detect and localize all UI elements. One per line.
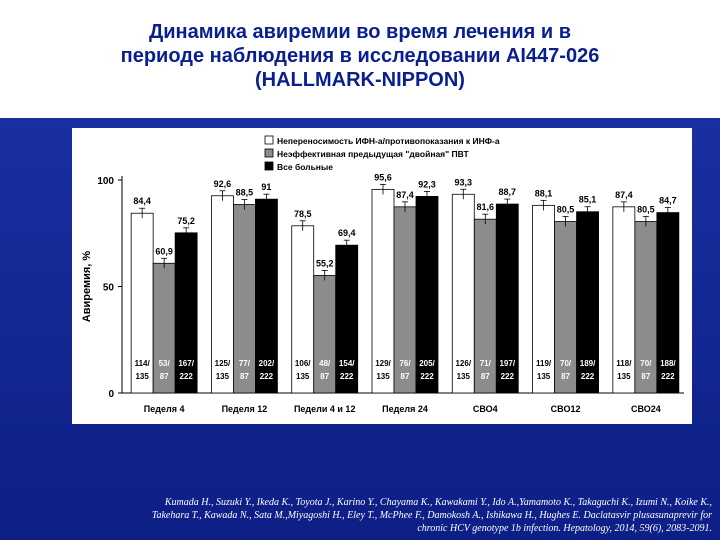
bar-count-denominator: 135 xyxy=(537,372,551,381)
bar-count-numerator: 188/ xyxy=(660,359,676,368)
y-tick-label: 50 xyxy=(103,283,115,294)
bar-count-numerator: 118/ xyxy=(616,359,632,368)
bar-count-denominator: 222 xyxy=(501,372,515,381)
bar-count-numerator: 205/ xyxy=(419,359,435,368)
bar-value-label: 88,7 xyxy=(499,187,517,197)
bar-count-numerator: 71/ xyxy=(480,359,492,368)
bar-value-label: 81,6 xyxy=(477,202,495,212)
bar-value-label: 84,7 xyxy=(659,196,677,206)
legend-swatch-1 xyxy=(264,135,274,145)
legend-label-3: Все больные xyxy=(277,162,333,172)
bar-value-label: 80,5 xyxy=(557,205,575,215)
title-line-3: (HALLMARK-NIPPON) xyxy=(255,69,465,91)
legend-swatch-3 xyxy=(264,161,274,171)
x-tick-label: Педели 4 и 12 xyxy=(294,404,356,414)
citation-line-2: Takehara T., Kawada N., Sata M.,Miyagosh… xyxy=(151,510,712,521)
bar-count-denominator: 222 xyxy=(661,372,675,381)
title-line-1: Динамика авиремии во время лечения и в xyxy=(148,21,571,43)
aviremia-bar-chart: Авиремия, % 0 50 100 84,4 114/135 60,9 53/87 75,… xyxy=(81,135,684,414)
bar-value-label: 78,5 xyxy=(294,209,312,219)
chart-panel: Авиремия, % 0 50 100 84,4 114/135 60,9 53/87 75,… xyxy=(72,128,692,424)
legend-swatch-2 xyxy=(264,148,274,158)
bar-3 xyxy=(174,232,198,394)
bar-count-numerator: 53/ xyxy=(159,359,171,368)
bar-count-denominator: 222 xyxy=(420,372,434,381)
x-tick-label: СВО24 xyxy=(631,404,661,414)
bar-count-denominator: 87 xyxy=(561,372,570,381)
bar-count-denominator: 87 xyxy=(401,372,410,381)
bar-count-numerator: 76/ xyxy=(399,359,411,368)
bar-value-label: 75,2 xyxy=(177,216,195,226)
bar-value-label: 60,9 xyxy=(155,246,173,256)
y-tick-label: 0 xyxy=(108,389,114,400)
citation: Kumada H., Suzuki Y., Ikeda K., Toyota J… xyxy=(18,496,712,535)
y-axis-label: Авиремия, % xyxy=(81,251,93,323)
bar-count-denominator: 87 xyxy=(240,372,249,381)
x-tick-label: Педеля 12 xyxy=(222,404,268,414)
bar-value-label: 87,4 xyxy=(396,190,414,200)
bar-count-numerator: 189/ xyxy=(580,359,596,368)
bar-count-numerator: 126/ xyxy=(455,359,471,368)
bar-count-numerator: 48/ xyxy=(319,359,331,368)
bar-value-label: 93,3 xyxy=(455,177,473,187)
bar-value-label: 87,4 xyxy=(615,190,633,200)
bar-count-denominator: 135 xyxy=(296,372,310,381)
bar-value-label: 92,6 xyxy=(214,179,232,189)
bar-count-numerator: 70/ xyxy=(640,359,652,368)
bar-count-denominator: 135 xyxy=(216,372,230,381)
bar-count-denominator: 135 xyxy=(457,372,471,381)
bar-count-numerator: 154/ xyxy=(339,359,355,368)
slide-title: Динамика авиремии во время лечения и в п… xyxy=(0,20,720,92)
bar-count-numerator: 70/ xyxy=(560,359,572,368)
bar-value-label: 92,3 xyxy=(418,179,436,189)
bar-value-label: 80,5 xyxy=(637,205,655,215)
bar-count-numerator: 77/ xyxy=(239,359,251,368)
bar-count-denominator: 135 xyxy=(617,372,631,381)
bar-count-denominator: 222 xyxy=(179,372,193,381)
bar-count-denominator: 87 xyxy=(481,372,490,381)
bar-value-label: 69,4 xyxy=(338,228,356,238)
bar-value-label: 88,1 xyxy=(535,188,553,198)
x-tick-label: Педеля 24 xyxy=(382,404,428,414)
bar-count-numerator: 114/ xyxy=(135,359,151,368)
citation-line-3: chronic HCV genotype 1b infection. Hepat… xyxy=(417,523,712,534)
bar-count-numerator: 119/ xyxy=(536,359,552,368)
legend-label-1: Непереносимость ИФН-а/противопоказания к… xyxy=(277,136,500,146)
bar-count-denominator: 87 xyxy=(320,372,329,381)
bar-count-numerator: 202/ xyxy=(259,359,275,368)
bar-count-numerator: 129/ xyxy=(375,359,391,368)
bar-value-label: 95,6 xyxy=(374,172,392,182)
bar-count-numerator: 106/ xyxy=(295,359,311,368)
bar-count-denominator: 222 xyxy=(260,372,274,381)
bar-count-denominator: 222 xyxy=(340,372,354,381)
bar-value-label: 55,2 xyxy=(316,258,334,268)
bar-count-denominator: 87 xyxy=(160,372,169,381)
bar-value-label: 91 xyxy=(261,182,271,192)
bar-value-label: 88,5 xyxy=(236,187,254,197)
title-line-2: периоде наблюдения в исследовании AI447-… xyxy=(120,45,600,67)
bar-count-numerator: 125/ xyxy=(215,359,231,368)
bar-count-denominator: 135 xyxy=(135,372,149,381)
x-tick-label: СВО12 xyxy=(551,404,581,414)
bar-count-denominator: 135 xyxy=(376,372,390,381)
y-tick-label: 100 xyxy=(97,176,114,187)
bar-count-denominator: 87 xyxy=(641,372,650,381)
citation-line-1: Kumada H., Suzuki Y., Ikeda K., Toyota J… xyxy=(164,497,712,508)
x-tick-label: Педеля 4 xyxy=(144,404,185,414)
x-tick-label: СВО4 xyxy=(473,404,498,414)
bar-value-label: 84,4 xyxy=(133,196,151,206)
bar-count-denominator: 222 xyxy=(581,372,595,381)
bar-value-label: 85,1 xyxy=(579,195,597,205)
bar-count-numerator: 197/ xyxy=(499,359,515,368)
legend-label-2: Неэффективная предыдущая "двойная" ПВТ xyxy=(277,149,469,159)
bar-3 xyxy=(335,244,359,394)
bar-count-numerator: 167/ xyxy=(178,359,194,368)
